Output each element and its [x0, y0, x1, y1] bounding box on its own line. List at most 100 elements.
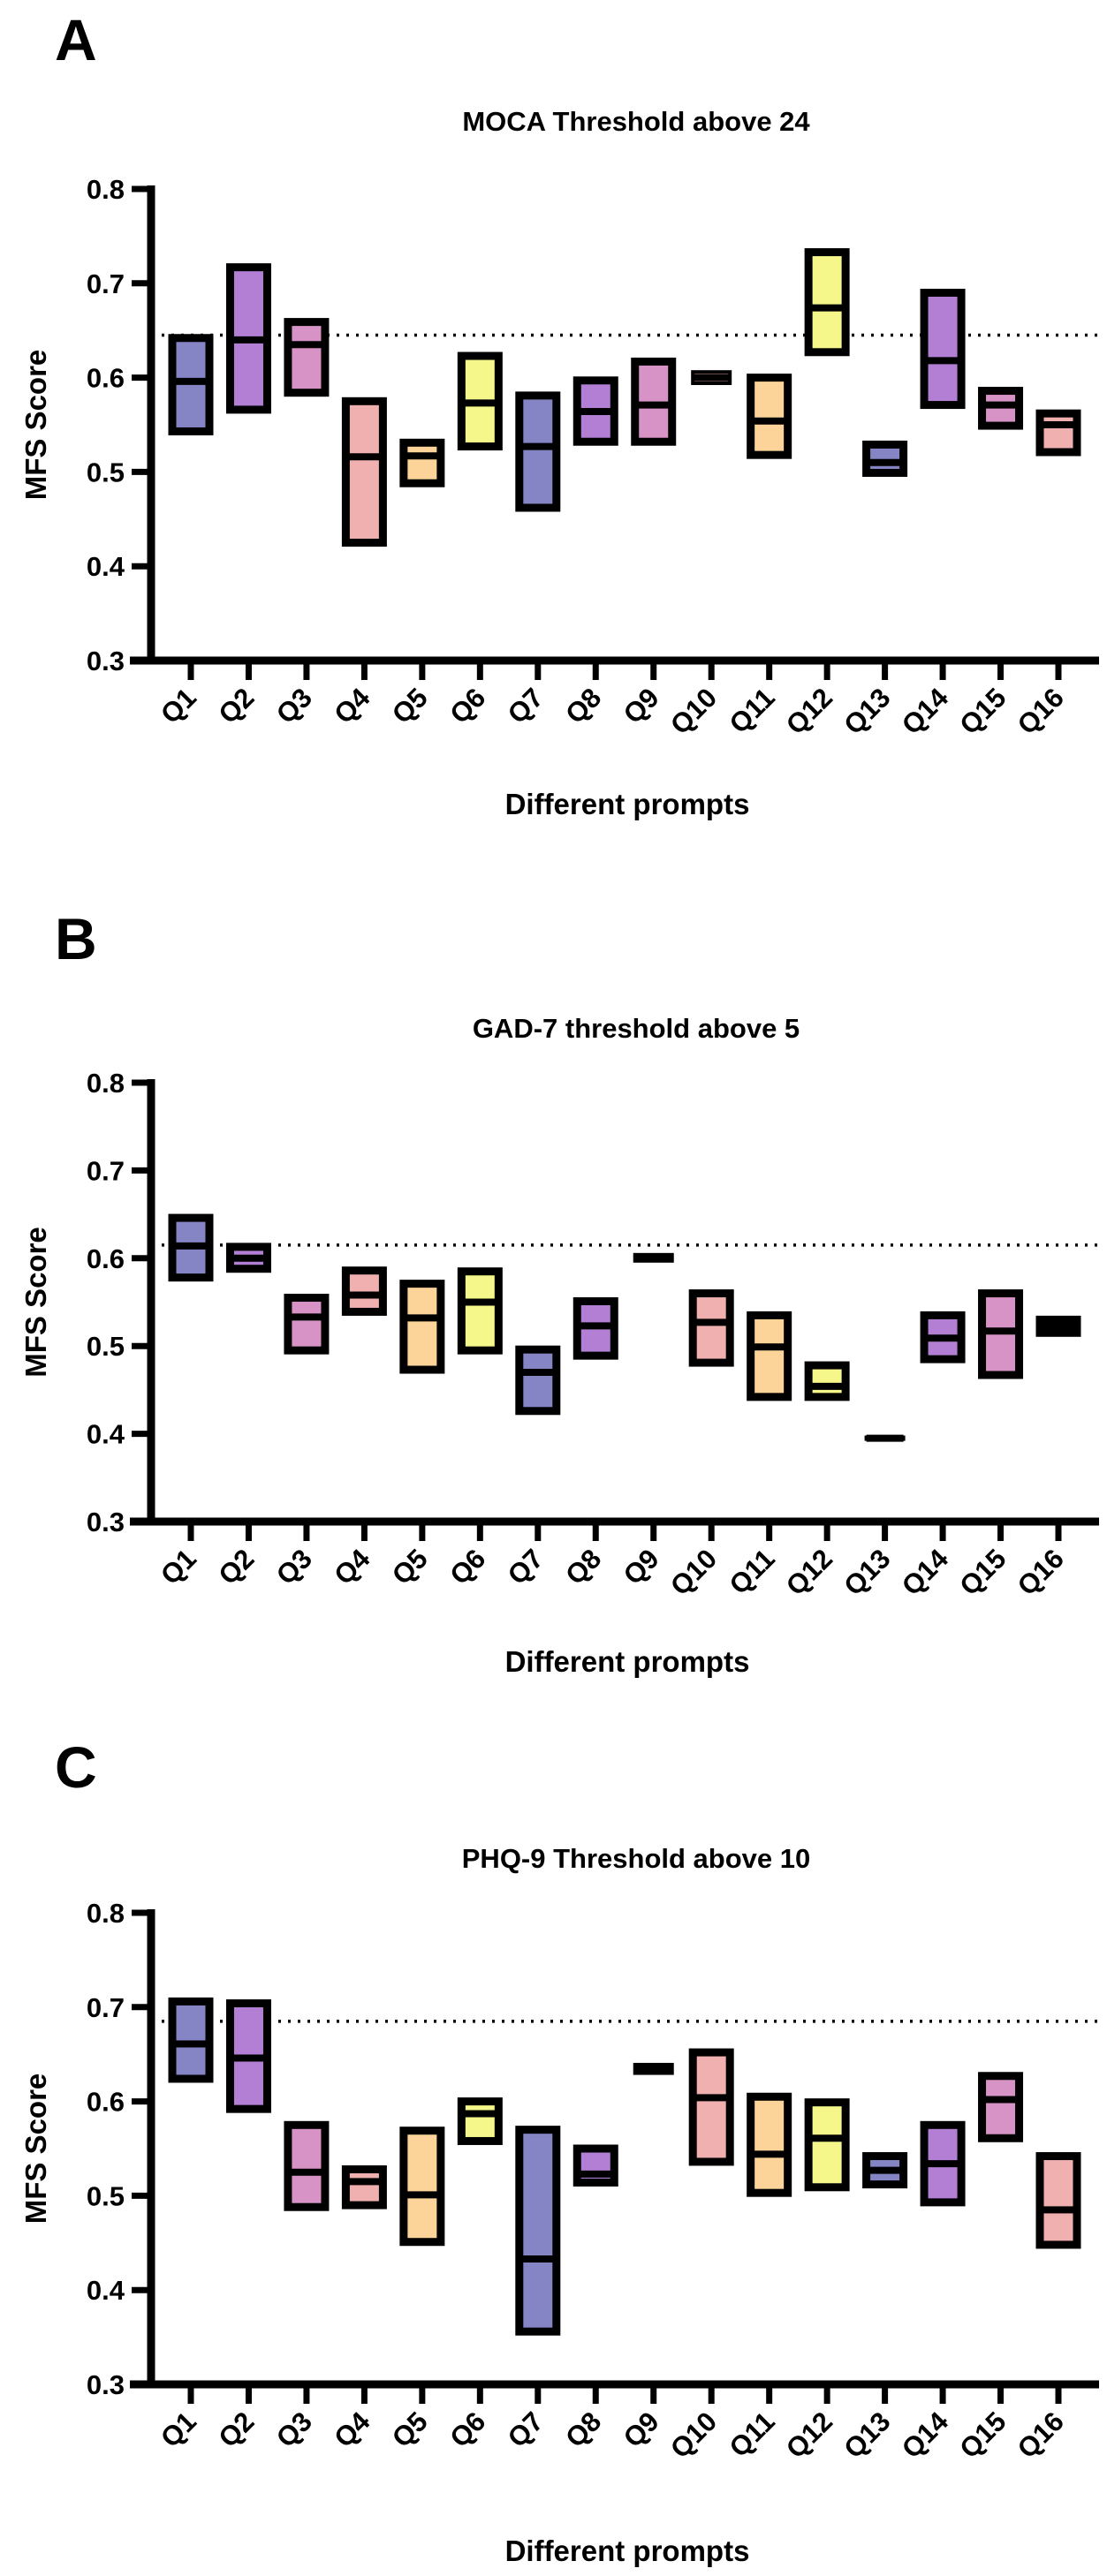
x-tick-label: Q8: [559, 2406, 607, 2453]
y-axis-label: MFS Score: [19, 350, 52, 501]
floating-bar-q3: [284, 2120, 330, 2211]
floating-bar-q12: [804, 2098, 850, 2192]
x-tick-label: Q15: [953, 1543, 1012, 1601]
y-tick-label: 0.6: [87, 1243, 125, 1274]
y-tick-label: 0.7: [87, 268, 125, 299]
x-tick-label: Q8: [559, 682, 607, 729]
x-tick-label: Q3: [270, 682, 318, 729]
floating-bar-q3: [284, 1294, 330, 1355]
chart-title: GAD-7 threshold above 5: [473, 1013, 800, 1044]
x-tick-label: Q5: [386, 2406, 434, 2453]
chart-title: MOCA Threshold above 24: [462, 106, 810, 137]
y-tick-label: 0.4: [87, 2275, 125, 2306]
y-tick-label: 0.6: [87, 2087, 125, 2118]
x-tick-label: Q14: [896, 2406, 955, 2465]
floating-bar-q4: [341, 1266, 387, 1316]
y-tick-label: 0.3: [87, 2369, 125, 2400]
x-tick-label: Q16: [1012, 1543, 1070, 1601]
floating-bar-q4: [341, 2164, 387, 2210]
floating-bar-q11: [747, 374, 792, 459]
x-tick-label: Q12: [780, 682, 838, 740]
x-tick-label: Q12: [780, 2406, 838, 2464]
x-tick-label: Q11: [724, 2406, 781, 2463]
x-tick-label: Q3: [270, 1543, 318, 1590]
y-tick-label: 0.5: [87, 457, 125, 487]
y-tick-label: 0.6: [87, 363, 125, 394]
x-tick-label: Q6: [444, 2406, 491, 2453]
floating-bar-q5: [399, 1280, 445, 1374]
x-tick-label: Q7: [502, 1543, 550, 1590]
floating-bar-q5: [399, 2127, 445, 2247]
x-tick-label: Q7: [502, 682, 550, 729]
panel-label: C: [55, 1734, 97, 1800]
x-tick-label: Q15: [953, 682, 1012, 740]
x-tick-label: Q7: [502, 2406, 550, 2453]
x-tick-label: Q4: [328, 682, 376, 730]
x-tick-label: Q13: [838, 682, 896, 740]
y-tick-label: 0.5: [87, 1331, 125, 1362]
floating-bar-q6: [457, 2097, 503, 2145]
y-tick-label: 0.7: [87, 1155, 125, 1186]
chart-panel-a: A MOCA Threshold above 24 Q1 Q2 Q3 Q4 Q5 Q6 Q7 Q8…: [19, 7, 1099, 820]
y-axis-label: MFS Score: [19, 1227, 52, 1378]
floating-bar-q5: [399, 438, 445, 487]
x-tick-label: Q2: [212, 2406, 260, 2453]
floating-bar-q10: [688, 2048, 734, 2166]
floating-bar-q3: [284, 318, 330, 397]
x-tick-label: Q13: [838, 2406, 896, 2464]
x-tick-label: Q4: [328, 1543, 376, 1591]
x-tick-label: Q14: [896, 1543, 955, 1602]
x-tick-label: Q16: [1012, 682, 1070, 740]
x-tick-label: Q6: [444, 1543, 491, 1590]
floating-bar-q7: [515, 391, 561, 512]
floating-bar-q10: [688, 1289, 734, 1367]
x-tick-label: Q9: [618, 2406, 665, 2453]
x-tick-label: Q14: [896, 682, 955, 741]
floating-bar-q1: [168, 1997, 214, 2083]
floating-bar-q4: [341, 397, 387, 547]
floating-bar-q12: [804, 248, 850, 357]
x-tick-label: Q8: [559, 1543, 607, 1590]
y-tick-label: 0.8: [87, 1898, 125, 1929]
x-tick-label: Q5: [386, 682, 434, 729]
x-tick-label: Q5: [386, 1543, 434, 1590]
x-tick-label: Q1: [155, 1543, 202, 1590]
x-tick-label: Q9: [618, 1543, 665, 1590]
x-tick-label: Q10: [664, 1543, 723, 1601]
y-tick-label: 0.7: [87, 1992, 125, 2023]
x-tick-label: Q3: [270, 2406, 318, 2453]
floating-bar-q11: [747, 2092, 792, 2197]
x-tick-label: Q1: [155, 2406, 202, 2453]
floating-bar-q16: [1035, 2152, 1081, 2249]
x-tick-label: Q15: [953, 2406, 1012, 2464]
y-tick-label: 0.4: [87, 1419, 125, 1450]
chart-title: PHQ-9 Threshold above 10: [462, 1843, 811, 1874]
y-tick-label: 0.3: [87, 1507, 125, 1537]
x-axis-label: Different prompts: [505, 1645, 750, 1678]
floating-bar-q13: [862, 440, 908, 477]
floating-bar-q11: [747, 1311, 792, 1401]
x-tick-label: Q9: [618, 682, 665, 729]
panel-label: A: [55, 7, 97, 72]
x-tick-label: Q2: [212, 682, 260, 729]
floating-bar-q7: [515, 1345, 561, 1416]
x-tick-label: Q16: [1012, 2406, 1070, 2464]
y-tick-label: 0.8: [87, 1068, 125, 1099]
panel-label: B: [55, 906, 97, 971]
floating-bar-q14: [920, 288, 966, 410]
y-tick-label: 0.5: [87, 2180, 125, 2211]
floating-bar-q7: [515, 2126, 561, 2336]
floating-bar-q12: [804, 1361, 850, 1401]
floating-bar-q15: [978, 2072, 1024, 2142]
x-tick-label: Q1: [155, 682, 202, 729]
x-tick-label: Q12: [780, 1543, 838, 1601]
x-tick-label: Q2: [212, 1543, 260, 1590]
x-tick-label: Q11: [724, 682, 781, 739]
x-tick-label: Q6: [444, 682, 491, 729]
floating-bar-q6: [457, 1267, 503, 1355]
floating-bar-q16: [1035, 409, 1081, 457]
y-tick-label: 0.4: [87, 551, 125, 582]
x-tick-label: Q10: [664, 2406, 723, 2464]
